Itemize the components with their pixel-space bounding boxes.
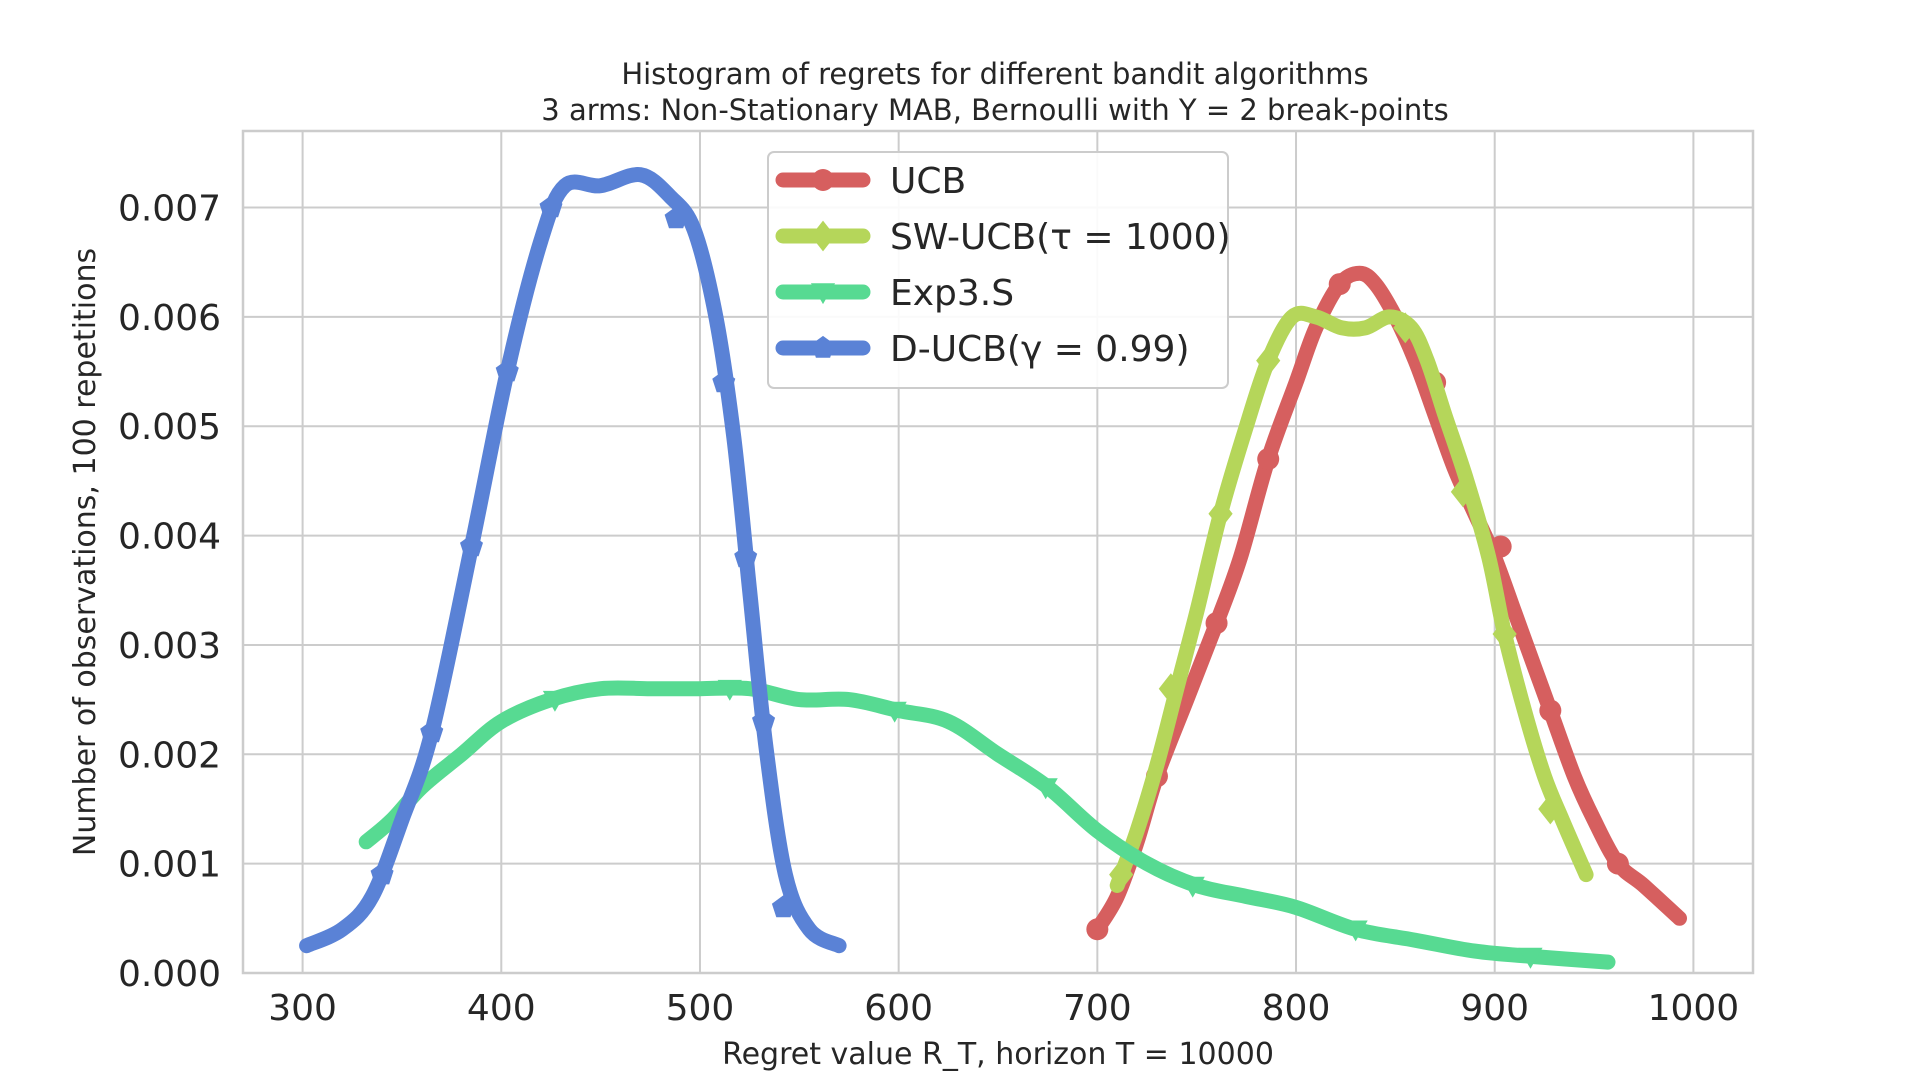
data-point-sw-ucb [1492, 618, 1517, 650]
data-point-sw-ucb [1538, 793, 1563, 825]
x-tick-label: 600 [864, 988, 933, 1029]
data-point-d-ucb [712, 370, 736, 393]
x-tick-label: 300 [268, 988, 337, 1029]
y-tick-label: 0.006 [118, 298, 221, 339]
y-tick-label: 0.005 [118, 407, 221, 448]
legend-label-ucb: UCB [890, 161, 966, 202]
y-tick-label: 0.004 [118, 517, 221, 558]
data-point-sw-ucb [1158, 673, 1183, 705]
plot-frame [241, 129, 1755, 975]
series-sw-ucb [1109, 305, 1594, 893]
series-lines [299, 167, 1687, 970]
data-point-sw-ucb [1256, 345, 1281, 377]
data-point-exp3s [1343, 920, 1368, 942]
data-point-exp3s [542, 690, 568, 712]
data-point-ucb [1606, 852, 1629, 875]
series-line-d-ucb [299, 167, 847, 954]
x-tick-label: 1000 [1648, 988, 1740, 1029]
x-tick-label: 400 [467, 988, 536, 1029]
data-point-exp3s [1518, 947, 1543, 969]
data-point-ucb [1489, 535, 1512, 558]
legend-entry-exp3s: Exp3.S [775, 273, 1014, 314]
x-tick-label: 500 [666, 988, 735, 1029]
legend-marker-sw-ucb [810, 220, 836, 252]
series-d-ucb [299, 167, 847, 954]
legend: UCB SW-UCB(τ = 1000) Exp3.S D-UCB(γ = 0.99) [767, 151, 1231, 389]
series-line-ucb [1089, 265, 1687, 937]
x-tick-label: 900 [1460, 988, 1529, 1029]
x-tick-label: 800 [1262, 988, 1331, 1029]
data-point-ucb [1539, 699, 1562, 722]
data-point-ucb [1086, 918, 1109, 941]
legend-marker-ucb [812, 169, 834, 191]
series-line-exp3s [358, 680, 1616, 970]
legend-label-sw-ucb: SW-UCB(τ = 1000) [890, 217, 1231, 258]
legend-entry-sw-ucb: SW-UCB(τ = 1000) [775, 217, 1231, 258]
data-point-ucb [1328, 273, 1351, 296]
y-tick-label: 0.007 [118, 189, 221, 230]
data-point-sw-ucb [1109, 859, 1134, 890]
series-line-sw-ucb [1109, 305, 1594, 893]
data-point-d-ucb [370, 862, 394, 885]
legend-marker-exp3s [810, 283, 836, 305]
data-point-sw-ucb [1450, 476, 1476, 508]
data-point-sw-ucb [1208, 498, 1233, 530]
y-tick-label: 0.000 [118, 954, 221, 995]
y-axis-label: Number of observations, 100 repetitions [68, 248, 103, 856]
legend-box [767, 151, 1229, 389]
data-point-d-ucb [420, 720, 444, 743]
data-point-exp3s [1180, 876, 1205, 898]
y-tick-label: 0.001 [118, 845, 221, 886]
y-tick-label: 0.002 [118, 735, 221, 776]
series-ucb [1086, 265, 1687, 941]
data-point-d-ucb [495, 359, 519, 382]
series-exp3s [358, 679, 1616, 970]
data-point-ucb [1257, 448, 1280, 471]
data-point-exp3s [1033, 778, 1058, 800]
x-axis-ticks: 300 400 500 600 700 800 900 1000 [268, 988, 1739, 1029]
data-point-sw-ucb [1393, 312, 1418, 344]
data-point-d-ucb [539, 195, 563, 218]
data-point-d-ucb [771, 895, 795, 918]
legend-label-exp3s: Exp3.S [890, 273, 1014, 314]
data-point-d-ucb [664, 206, 688, 229]
y-tick-label: 0.003 [118, 626, 221, 667]
legend-marker-d-ucb [811, 335, 835, 358]
legend-entry-d-ucb: D-UCB(γ = 0.99) [775, 329, 1190, 370]
y-axis-ticks: 0.000 0.001 0.002 0.003 0.004 0.005 0.006 0.007 [118, 189, 221, 995]
data-point-exp3s [717, 679, 742, 701]
data-point-d-ucb [734, 545, 758, 568]
chart-title: Histogram of regrets for different bandi… [621, 57, 1368, 91]
data-point-exp3s [882, 701, 907, 723]
legend-label-d-ucb: D-UCB(γ = 0.99) [890, 329, 1190, 370]
data-point-d-ucb [752, 709, 776, 732]
legend-entry-ucb: UCB [775, 161, 966, 202]
data-point-d-ucb [460, 534, 483, 557]
chart-subtitle: 3 arms: Non-Stationary MAB, Bernoulli wi… [541, 93, 1448, 127]
x-tick-label: 700 [1063, 988, 1132, 1029]
data-point-ucb [1205, 612, 1228, 635]
x-axis-label: Regret value R_T, horizon T = 10000 [722, 1037, 1274, 1072]
